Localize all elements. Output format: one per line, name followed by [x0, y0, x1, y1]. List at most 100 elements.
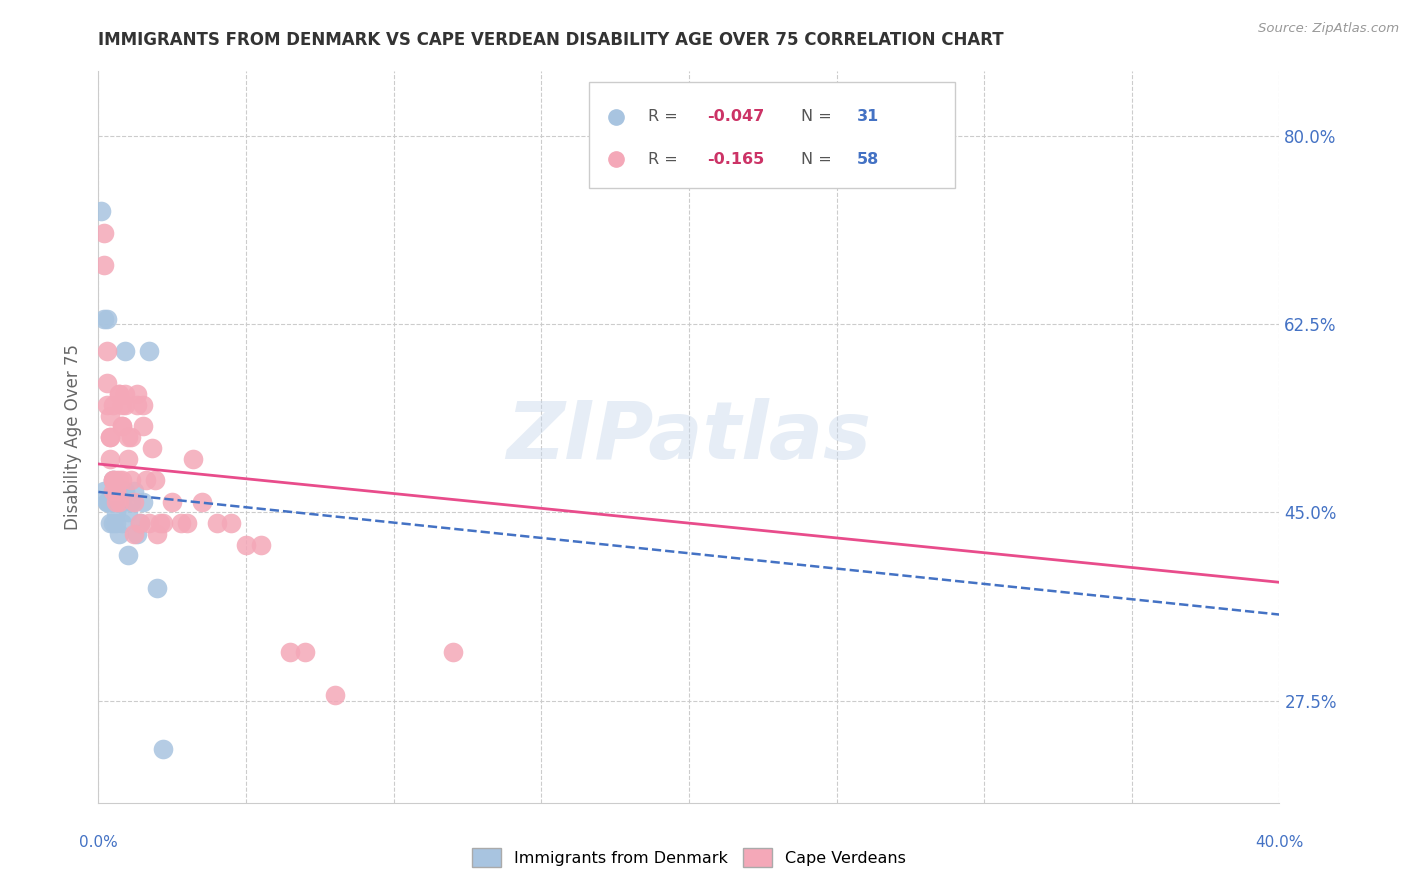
Point: [96, 311, 118, 326]
Text: -0.047: -0.047: [707, 109, 763, 124]
Text: IMMIGRANTS FROM DENMARK VS CAPE VERDEAN DISABILITY AGE OVER 75 CORRELATION CHART: IMMIGRANTS FROM DENMARK VS CAPE VERDEAN …: [98, 31, 1004, 49]
Point: [114, 398, 136, 412]
Text: 0.0%: 0.0%: [79, 836, 118, 850]
Point: [105, 505, 128, 519]
Point: [93, 258, 115, 272]
Point: [103, 398, 125, 412]
Point: [103, 494, 125, 508]
Point: [98, 451, 121, 466]
Point: [441, 645, 464, 659]
Point: [103, 473, 125, 487]
Point: [191, 494, 214, 508]
Point: [108, 473, 131, 487]
Point: [98, 409, 121, 423]
Point: [111, 516, 134, 530]
Text: R =: R =: [648, 152, 682, 167]
Point: [114, 387, 136, 401]
Text: -0.165: -0.165: [707, 152, 763, 167]
Point: [152, 742, 174, 756]
Point: [114, 344, 136, 359]
Point: [235, 538, 257, 552]
Text: ZIPatlas: ZIPatlas: [506, 398, 872, 476]
Point: [103, 483, 125, 498]
Point: [122, 494, 145, 508]
Point: [105, 494, 128, 508]
Point: [117, 505, 139, 519]
Point: [111, 398, 134, 412]
Point: [103, 473, 125, 487]
Point: [111, 419, 134, 434]
Point: [111, 419, 134, 434]
Point: [108, 483, 131, 498]
Point: [98, 516, 121, 530]
Point: [103, 516, 125, 530]
Text: 40.0%: 40.0%: [1256, 836, 1303, 850]
Point: [152, 516, 174, 530]
FancyBboxPatch shape: [589, 82, 955, 188]
Point: [278, 645, 302, 659]
Point: [149, 516, 172, 530]
Point: [93, 483, 115, 498]
Point: [105, 473, 128, 487]
Point: [96, 398, 118, 412]
Point: [294, 645, 316, 659]
Point: [96, 344, 118, 359]
Point: [111, 494, 134, 508]
Point: [108, 494, 131, 508]
Point: [125, 387, 148, 401]
Point: [323, 688, 346, 702]
Point: [108, 527, 131, 541]
Text: 58: 58: [856, 152, 879, 167]
Point: [96, 494, 118, 508]
Point: [98, 494, 121, 508]
Legend: Immigrants from Denmark, Cape Verdeans: Immigrants from Denmark, Cape Verdeans: [465, 842, 912, 873]
Y-axis label: Disability Age Over 75: Disability Age Over 75: [65, 344, 83, 530]
Point: [98, 430, 121, 444]
Point: [132, 398, 155, 412]
Point: [105, 494, 128, 508]
Point: [122, 527, 145, 541]
Point: [105, 483, 128, 498]
Text: 31: 31: [856, 109, 879, 124]
Point: [132, 494, 155, 508]
Point: [143, 473, 166, 487]
Point: [125, 398, 148, 412]
Text: N =: N =: [801, 109, 837, 124]
Point: [93, 311, 115, 326]
Point: [138, 516, 160, 530]
Point: [117, 451, 139, 466]
Text: N =: N =: [801, 152, 837, 167]
Point: [162, 494, 183, 508]
Point: [105, 483, 128, 498]
Point: [125, 527, 148, 541]
Point: [135, 473, 157, 487]
Point: [170, 516, 193, 530]
Point: [128, 516, 150, 530]
Point: [146, 527, 169, 541]
Text: Source: ZipAtlas.com: Source: ZipAtlas.com: [1258, 22, 1399, 36]
Point: [96, 494, 118, 508]
Point: [114, 483, 136, 498]
Point: [117, 430, 139, 444]
Point: [117, 549, 139, 563]
Point: [120, 494, 142, 508]
Point: [103, 473, 125, 487]
Text: R =: R =: [648, 109, 682, 124]
Point: [105, 516, 128, 530]
Point: [98, 430, 121, 444]
Point: [146, 581, 169, 595]
Point: [120, 473, 142, 487]
Point: [120, 430, 142, 444]
Point: [128, 516, 150, 530]
Point: [132, 419, 155, 434]
Point: [96, 376, 118, 391]
Point: [250, 538, 273, 552]
Point: [93, 226, 115, 240]
Point: [111, 473, 134, 487]
Point: [138, 344, 160, 359]
Point: [108, 387, 131, 401]
Point: [108, 387, 131, 401]
Point: [181, 451, 204, 466]
Point: [219, 516, 242, 530]
Point: [176, 516, 198, 530]
